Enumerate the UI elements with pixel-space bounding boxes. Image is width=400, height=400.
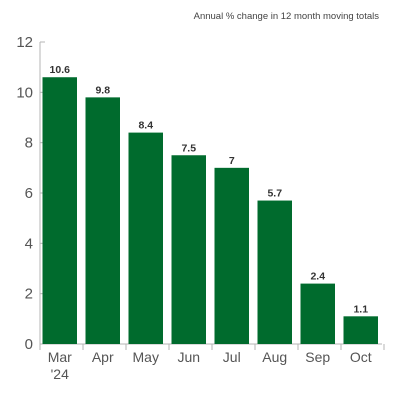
bar-oct: [343, 316, 378, 344]
x-tick-label-jun: Jun: [177, 349, 200, 365]
bar-sep: [300, 283, 335, 344]
x-tick-label-may: May: [133, 349, 159, 365]
y-tick-label: 2: [25, 286, 33, 303]
bar-mar: [42, 77, 77, 344]
bar-aug: [257, 200, 292, 344]
bar-may: [128, 132, 163, 344]
bar-jun: [171, 155, 206, 344]
data-label-jun: 7.5: [181, 142, 196, 154]
data-label-aug: 5.7: [267, 188, 282, 200]
chart-subtitle: Annual % change in 12 month moving total…: [194, 11, 380, 22]
data-label-jul: 7: [229, 155, 235, 167]
y-tick-label: 12: [16, 34, 33, 51]
x-tick-label-sep: Sep: [305, 349, 330, 365]
data-label-may: 8.4: [138, 120, 153, 132]
y-tick-label: 4: [25, 235, 33, 252]
x-tick-label-mar: Mar: [48, 349, 72, 365]
bars: [42, 77, 378, 344]
y-tick-label: 10: [16, 84, 33, 101]
data-label-mar: 10.6: [50, 64, 71, 76]
y-tick-label: 0: [25, 336, 33, 353]
y-tick-label: 8: [25, 135, 33, 152]
x-tick-label-jul: Jul: [223, 349, 241, 365]
data-label-sep: 2.4: [310, 271, 325, 283]
x-tick-label-aug: Aug: [262, 349, 287, 365]
y-axis: 0 2 4 6 8 10 12: [16, 34, 45, 353]
y-tick-label: 6: [25, 185, 33, 202]
data-labels: 10.6 9.8 8.4 7.5 7 5.7 2.4 1.1: [50, 64, 369, 315]
bar-apr: [85, 97, 120, 344]
x-tick-label-apr: Apr: [92, 349, 114, 365]
x-tick-sublabel: '24: [51, 366, 69, 382]
data-label-oct: 1.1: [353, 303, 368, 315]
x-axis: Mar'24 Apr May Jun Jul Aug Sep Oct: [39, 343, 385, 382]
bar-jul: [214, 167, 249, 344]
data-label-apr: 9.8: [95, 84, 110, 96]
x-tick-label-oct: Oct: [350, 349, 372, 365]
